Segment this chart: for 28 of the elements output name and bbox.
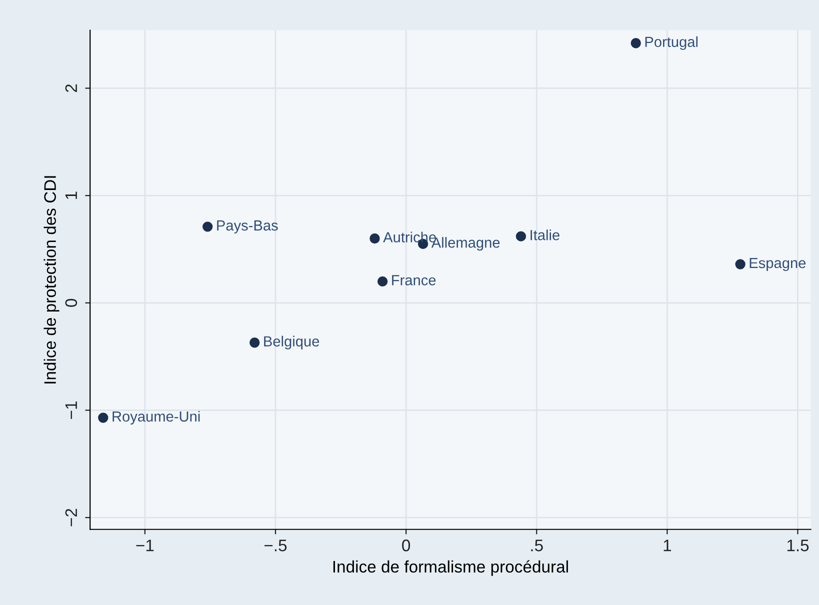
point xyxy=(202,222,213,232)
point xyxy=(735,259,746,270)
y-tick-label: 0 xyxy=(65,298,78,307)
annotation: Pays-Bas xyxy=(217,220,278,234)
annotation: Italie xyxy=(530,230,560,240)
x-tick-label: 1 xyxy=(664,540,672,552)
point xyxy=(250,338,260,348)
y-tick-label: −2 xyxy=(65,508,77,526)
x-axis-title: Indice de formalisme procédural xyxy=(333,560,568,576)
point xyxy=(370,233,380,244)
y-tick-label: 2 xyxy=(65,84,77,92)
point xyxy=(377,276,388,287)
point xyxy=(516,231,526,242)
y-axis-title: Indice de protection des CDI xyxy=(44,176,60,384)
x-tick-label: −.5 xyxy=(264,540,287,552)
x-tick-label: 0 xyxy=(402,540,410,552)
y-tick-label: −1 xyxy=(65,402,77,419)
annotation: Royaume-Uni xyxy=(112,410,200,425)
x-tick-label: 1.5 xyxy=(787,540,809,552)
point xyxy=(630,38,641,48)
point xyxy=(98,412,108,423)
annotation: Espagne xyxy=(750,258,806,272)
x-tick-label: .5 xyxy=(531,540,543,552)
y-tick-label: 1 xyxy=(65,192,77,199)
x-tick-label: −1 xyxy=(136,540,154,552)
annotation: Portugal xyxy=(645,36,698,50)
annotation: Belgique xyxy=(264,336,320,350)
annotation: France xyxy=(392,275,436,286)
